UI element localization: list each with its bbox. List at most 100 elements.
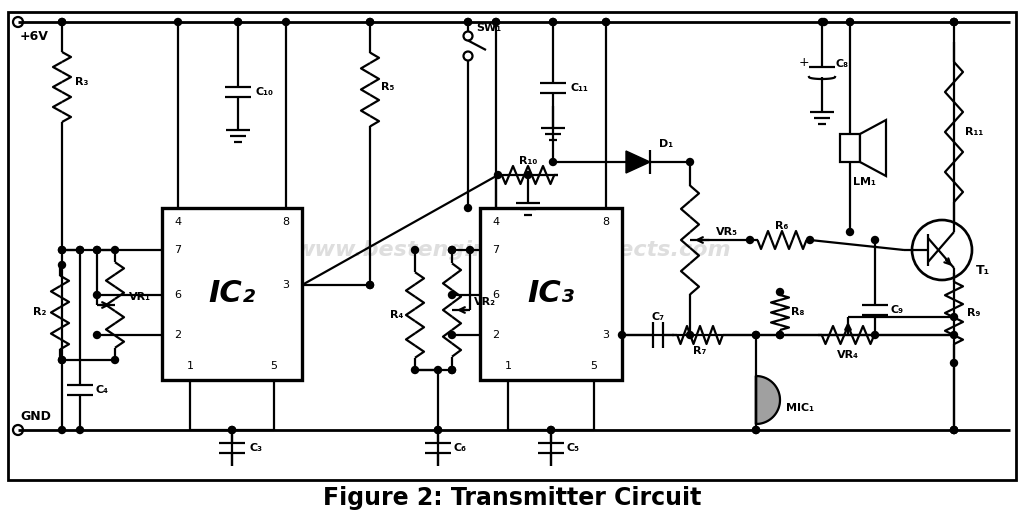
Circle shape: [93, 291, 100, 299]
Circle shape: [228, 426, 236, 434]
Circle shape: [950, 314, 957, 320]
Circle shape: [493, 19, 500, 26]
Text: 8: 8: [602, 217, 609, 227]
Circle shape: [686, 332, 693, 338]
Text: 2: 2: [493, 330, 500, 340]
Text: R₉: R₉: [968, 308, 981, 318]
Text: C₉: C₉: [891, 305, 903, 315]
Text: IC₂: IC₂: [209, 280, 256, 308]
Text: C₄: C₄: [95, 385, 109, 395]
Circle shape: [847, 19, 853, 26]
Text: +: +: [799, 57, 809, 70]
Text: VR₄: VR₄: [837, 350, 859, 360]
Polygon shape: [626, 151, 650, 173]
Circle shape: [58, 356, 66, 364]
Circle shape: [58, 262, 66, 268]
Circle shape: [234, 19, 242, 26]
Circle shape: [493, 19, 500, 26]
Circle shape: [58, 19, 66, 26]
Circle shape: [753, 426, 760, 434]
Circle shape: [58, 247, 66, 253]
Circle shape: [871, 332, 879, 338]
Circle shape: [77, 247, 84, 253]
Text: VR₁: VR₁: [129, 292, 151, 302]
Circle shape: [602, 19, 609, 26]
Circle shape: [776, 332, 783, 338]
Bar: [840, 134, 860, 162]
Circle shape: [550, 19, 556, 26]
Circle shape: [467, 247, 473, 253]
Text: VR₅: VR₅: [716, 227, 738, 237]
Circle shape: [58, 356, 66, 364]
Text: C₃: C₃: [250, 443, 262, 453]
Circle shape: [950, 19, 957, 26]
Circle shape: [776, 288, 783, 296]
Circle shape: [950, 19, 957, 26]
Text: C₇: C₇: [651, 312, 665, 322]
Circle shape: [77, 247, 84, 253]
Circle shape: [807, 236, 813, 244]
Circle shape: [228, 426, 236, 434]
Text: C₆: C₆: [454, 443, 467, 453]
Bar: [480, 208, 622, 380]
Circle shape: [847, 229, 853, 235]
Text: 6: 6: [493, 290, 500, 300]
Circle shape: [753, 332, 760, 338]
Circle shape: [412, 247, 419, 253]
Circle shape: [524, 171, 531, 179]
Polygon shape: [860, 120, 886, 176]
Circle shape: [602, 19, 609, 26]
Bar: [162, 208, 302, 380]
Circle shape: [550, 159, 556, 165]
Circle shape: [776, 332, 783, 338]
Circle shape: [449, 247, 456, 253]
Circle shape: [871, 236, 879, 244]
Text: VR₂: VR₂: [474, 297, 496, 307]
Text: 5: 5: [270, 361, 278, 371]
Circle shape: [449, 247, 456, 253]
Circle shape: [283, 19, 290, 26]
Circle shape: [58, 426, 66, 434]
Circle shape: [434, 426, 441, 434]
Text: LM₁: LM₁: [853, 177, 876, 187]
Circle shape: [950, 426, 957, 434]
Circle shape: [495, 171, 502, 179]
Circle shape: [93, 247, 100, 253]
Circle shape: [367, 282, 374, 288]
Text: R₃: R₃: [76, 77, 89, 87]
Circle shape: [950, 332, 957, 338]
Text: 3: 3: [602, 330, 609, 340]
Text: MIC₁: MIC₁: [786, 403, 814, 413]
Circle shape: [950, 426, 957, 434]
Text: 4: 4: [174, 217, 181, 227]
Circle shape: [548, 426, 555, 434]
Text: 1: 1: [186, 361, 194, 371]
Circle shape: [449, 367, 456, 373]
Circle shape: [950, 19, 957, 26]
Circle shape: [434, 426, 441, 434]
Text: R₇: R₇: [693, 346, 707, 356]
Text: 7: 7: [493, 245, 500, 255]
Text: R₁₀: R₁₀: [519, 156, 538, 166]
Text: R₁₁: R₁₁: [965, 127, 983, 137]
Circle shape: [77, 426, 84, 434]
Circle shape: [686, 159, 693, 165]
Text: SW₁: SW₁: [476, 23, 501, 33]
Text: 2: 2: [174, 330, 181, 340]
Polygon shape: [756, 376, 780, 424]
Text: D₁: D₁: [658, 139, 673, 149]
Text: 5: 5: [591, 361, 597, 371]
Text: 8: 8: [283, 217, 290, 227]
Circle shape: [367, 19, 374, 26]
Circle shape: [818, 19, 825, 26]
Circle shape: [753, 426, 760, 434]
Text: 7: 7: [174, 245, 181, 255]
Text: C₁₀: C₁₀: [255, 87, 273, 97]
Circle shape: [465, 19, 471, 26]
Circle shape: [93, 247, 100, 253]
Circle shape: [465, 19, 471, 26]
Circle shape: [234, 19, 242, 26]
Text: GND: GND: [20, 409, 51, 422]
Text: C₅: C₅: [566, 443, 580, 453]
Text: C₈: C₈: [836, 59, 849, 69]
